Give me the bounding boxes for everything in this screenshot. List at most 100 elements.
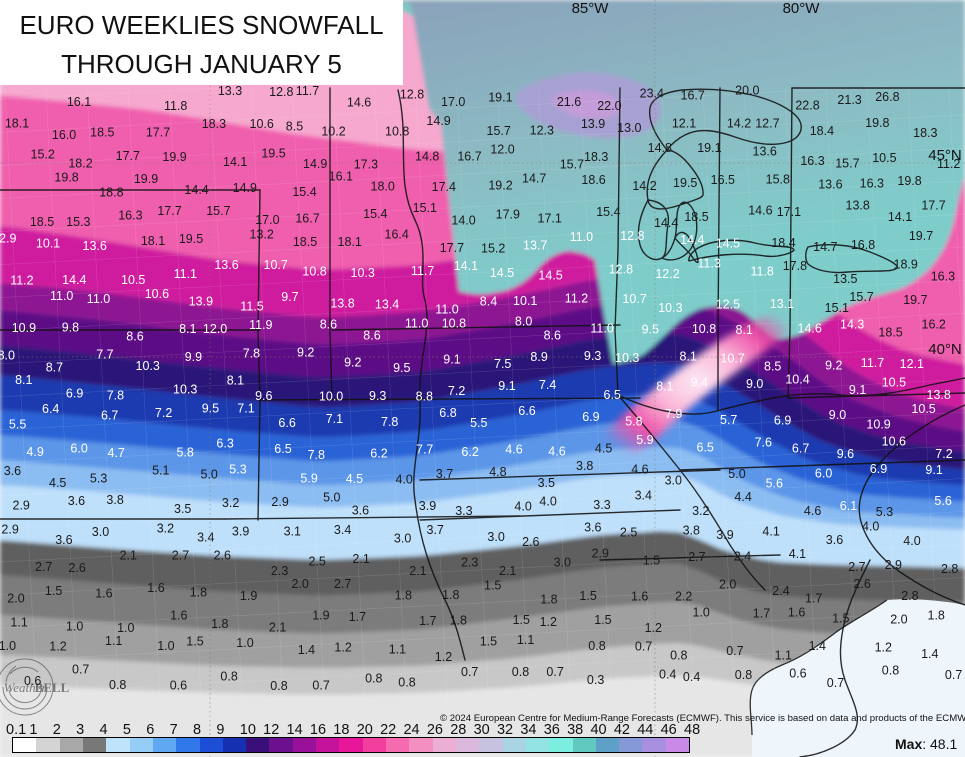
svg-text:3.6: 3.6 <box>352 504 369 518</box>
svg-text:0.6: 0.6 <box>24 674 41 688</box>
svg-text:1.6: 1.6 <box>788 605 805 619</box>
svg-text:0.8: 0.8 <box>882 664 899 678</box>
svg-text:10.6: 10.6 <box>250 117 274 131</box>
svg-text:3.6: 3.6 <box>4 464 21 478</box>
svg-text:0.7: 0.7 <box>827 676 844 690</box>
svg-text:10.8: 10.8 <box>302 265 326 279</box>
svg-text:1.8: 1.8 <box>450 614 467 628</box>
svg-text:1.5: 1.5 <box>579 589 596 603</box>
svg-text:2.7: 2.7 <box>848 560 865 574</box>
svg-text:15.8: 15.8 <box>766 172 790 186</box>
svg-text:8.1: 8.1 <box>680 350 697 364</box>
svg-text:13.8: 13.8 <box>330 296 354 310</box>
svg-text:22.8: 22.8 <box>795 98 819 112</box>
svg-text:26.8: 26.8 <box>875 90 899 104</box>
svg-text:0.8: 0.8 <box>398 676 415 690</box>
svg-text:2.9: 2.9 <box>1 523 18 537</box>
svg-text:1.9: 1.9 <box>240 589 257 603</box>
svg-text:1.8: 1.8 <box>395 588 412 602</box>
svg-text:14.4: 14.4 <box>680 233 704 247</box>
svg-text:2.6: 2.6 <box>522 535 539 549</box>
svg-text:3.2: 3.2 <box>157 522 174 536</box>
svg-text:10.6: 10.6 <box>145 287 169 301</box>
svg-text:1.1: 1.1 <box>105 634 122 648</box>
svg-text:4.0: 4.0 <box>514 500 531 514</box>
svg-text:4.5: 4.5 <box>346 472 363 486</box>
svg-text:12.7: 12.7 <box>755 116 779 130</box>
svg-text:9.1: 9.1 <box>498 379 515 393</box>
svg-text:9.3: 9.3 <box>584 349 601 363</box>
svg-text:1.5: 1.5 <box>45 584 62 598</box>
svg-text:13.4: 13.4 <box>375 298 399 312</box>
svg-text:15.7: 15.7 <box>849 290 873 304</box>
svg-text:12.0: 12.0 <box>203 322 227 336</box>
svg-text:9.0: 9.0 <box>829 408 846 422</box>
svg-text:19.5: 19.5 <box>179 232 203 246</box>
svg-text:0.7: 0.7 <box>461 665 478 679</box>
svg-text:5.0: 5.0 <box>201 467 218 481</box>
svg-text:3.8: 3.8 <box>106 493 123 507</box>
svg-text:3.9: 3.9 <box>232 524 249 538</box>
svg-text:9.1: 9.1 <box>443 352 460 366</box>
svg-text:16.7: 16.7 <box>681 89 705 103</box>
svg-text:1.0: 1.0 <box>157 639 174 653</box>
svg-text:16.3: 16.3 <box>118 209 142 223</box>
svg-text:7.1: 7.1 <box>326 412 343 426</box>
svg-text:18.0: 18.0 <box>371 179 395 193</box>
svg-text:17.9: 17.9 <box>496 208 520 222</box>
svg-text:22.0: 22.0 <box>597 99 621 113</box>
svg-text:10.3: 10.3 <box>615 351 639 365</box>
svg-text:10.3: 10.3 <box>173 382 197 396</box>
svg-text:2.0: 2.0 <box>890 612 907 626</box>
svg-text:14.1: 14.1 <box>888 210 912 224</box>
svg-text:4.6: 4.6 <box>548 445 565 459</box>
svg-text:10.8: 10.8 <box>442 316 466 330</box>
svg-text:14.5: 14.5 <box>538 269 562 283</box>
svg-text:13.8: 13.8 <box>927 388 951 402</box>
svg-text:0.4: 0.4 <box>659 667 676 681</box>
svg-text:6.9: 6.9 <box>66 387 83 401</box>
svg-text:1.2: 1.2 <box>334 641 351 655</box>
svg-text:9.8: 9.8 <box>62 320 79 334</box>
svg-text:7.1: 7.1 <box>237 402 254 416</box>
svg-text:7.7: 7.7 <box>416 442 433 456</box>
svg-text:14.6: 14.6 <box>748 203 772 217</box>
svg-text:7.6: 7.6 <box>755 435 772 449</box>
svg-text:1.1: 1.1 <box>389 642 406 656</box>
svg-text:11.8: 11.8 <box>750 264 773 278</box>
svg-text:10.6: 10.6 <box>882 434 906 448</box>
svg-text:9.9: 9.9 <box>185 350 202 364</box>
svg-text:3.6: 3.6 <box>68 494 85 508</box>
svg-text:11.0: 11.0 <box>570 230 593 244</box>
svg-text:0.7: 0.7 <box>546 665 563 679</box>
svg-text:10.3: 10.3 <box>136 359 160 373</box>
svg-text:8.6: 8.6 <box>320 318 337 332</box>
svg-text:19.7: 19.7 <box>909 229 933 243</box>
svg-text:11.9: 11.9 <box>249 318 272 332</box>
svg-text:14.6: 14.6 <box>798 322 822 336</box>
svg-text:10.5: 10.5 <box>872 151 896 165</box>
svg-text:18.1: 18.1 <box>5 116 29 130</box>
svg-text:19.1: 19.1 <box>697 141 721 155</box>
svg-text:4.8: 4.8 <box>489 465 506 479</box>
svg-text:5.6: 5.6 <box>934 494 951 508</box>
svg-text:1.5: 1.5 <box>594 613 611 627</box>
svg-text:5.5: 5.5 <box>9 418 26 432</box>
svg-text:1.6: 1.6 <box>147 581 164 595</box>
svg-text:18.5: 18.5 <box>684 210 708 224</box>
svg-text:18.2: 18.2 <box>68 157 92 171</box>
svg-text:1.5: 1.5 <box>186 634 203 648</box>
svg-text:12.2: 12.2 <box>655 267 679 281</box>
svg-text:19.2: 19.2 <box>488 179 512 193</box>
svg-text:13.6: 13.6 <box>214 258 238 272</box>
svg-text:4.0: 4.0 <box>539 495 556 509</box>
svg-text:16.3: 16.3 <box>931 269 955 283</box>
svg-text:2.0: 2.0 <box>7 591 24 605</box>
svg-text:3.8: 3.8 <box>576 459 593 473</box>
svg-text:10.5: 10.5 <box>911 402 935 416</box>
svg-text:0.8: 0.8 <box>270 679 287 693</box>
svg-text:19.8: 19.8 <box>54 170 78 184</box>
svg-text:18.6: 18.6 <box>581 173 605 187</box>
svg-text:2.3: 2.3 <box>271 564 288 578</box>
svg-text:13.0: 13.0 <box>617 121 641 135</box>
